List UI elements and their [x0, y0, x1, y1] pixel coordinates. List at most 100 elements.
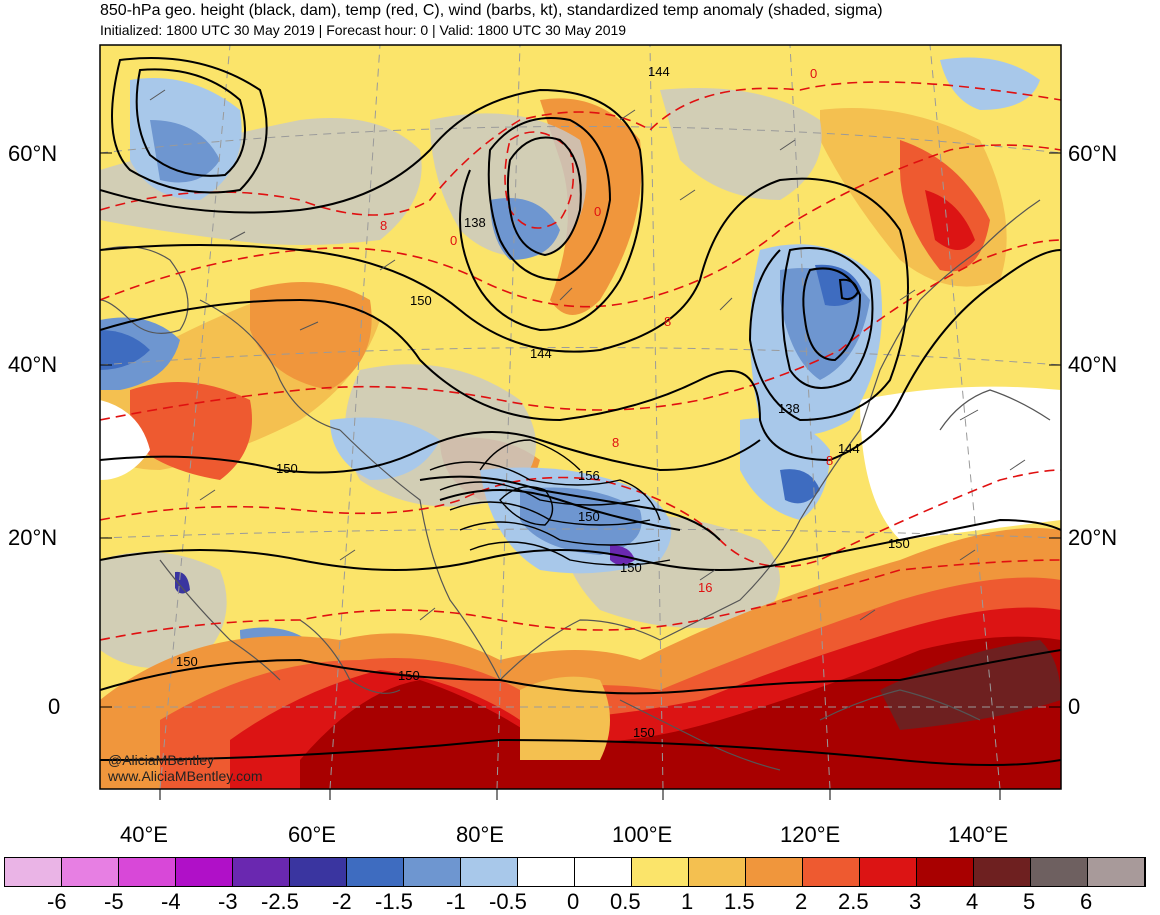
colorbar-label: 1.5	[724, 889, 755, 914]
lon-label-60e: 60°E	[288, 822, 336, 847]
anomaly-warm-area	[130, 382, 252, 480]
temp-label: 8	[826, 453, 833, 468]
colorbar-swatch	[860, 858, 917, 886]
anomaly-cold-area	[330, 417, 440, 480]
height-labels: 144 138 150 144 150 144 138 150 156 150 …	[176, 64, 910, 740]
colorbar-swatch	[119, 858, 176, 886]
colorbar-swatch	[1088, 858, 1145, 886]
colorbar-label: 2	[795, 889, 808, 914]
lon-label-80e: 80°E	[456, 822, 504, 847]
colorbar-swatch	[461, 858, 518, 886]
lat-label-60n-right: 60°N	[1068, 141, 1118, 166]
anomaly-neutral-area	[860, 386, 1061, 540]
colorbar-swatch	[176, 858, 233, 886]
credit-website: www.AliciaMBentley.com	[108, 768, 263, 784]
anomaly-warm-area	[925, 190, 975, 250]
lon-label-140e: 140°E	[948, 822, 1009, 847]
map-subtitle: Initialized: 1800 UTC 30 May 2019 | Fore…	[100, 22, 627, 38]
map-area	[100, 45, 1061, 789]
temp-label: 0	[594, 204, 601, 219]
height-label: 150	[398, 668, 420, 683]
coastlines	[100, 199, 1051, 771]
temp-labels: 0 8 0 0 8 8 16 8	[380, 66, 833, 595]
colorbar-label: 0	[567, 889, 580, 914]
colorbar-swatch	[803, 858, 860, 886]
anomaly-cold-area	[780, 469, 820, 504]
anomaly-warm-area	[250, 282, 372, 390]
axis-ticks	[100, 152, 1061, 800]
colorbar-swatch	[632, 858, 689, 886]
height-label: 150	[276, 461, 298, 476]
colorbar-swatch	[689, 858, 746, 886]
temp-label: 16	[698, 580, 712, 595]
colorbar-label: -5	[104, 889, 124, 914]
colorbar-swatch	[404, 858, 461, 886]
colorbar-label: 0.5	[610, 889, 641, 914]
height-label: 150	[410, 293, 432, 308]
colorbar-label: 4	[966, 889, 979, 914]
colorbar-label: 2.5	[838, 889, 869, 914]
colorbar-label: 5	[1023, 889, 1036, 914]
colorbar-swatch	[974, 858, 1031, 886]
colorbar-swatch	[917, 858, 974, 886]
anomaly-neutral-area	[660, 88, 822, 200]
graticule	[100, 45, 1061, 789]
temperature-contours	[100, 81, 1061, 641]
lon-label-100e: 100°E	[612, 822, 673, 847]
anomaly-cold-area	[610, 545, 635, 565]
temp-label: 8	[612, 435, 619, 450]
lat-label-20n-left: 20°N	[8, 525, 58, 550]
wind-barbs	[149, 89, 1026, 621]
colorbar-swatch	[5, 858, 62, 886]
colorbar-label: 6	[1080, 889, 1093, 914]
lat-label-40n-left: 40°N	[8, 352, 58, 377]
colorbar-label: -6	[47, 889, 67, 914]
lat-label-40n-right: 40°N	[1068, 352, 1118, 377]
height-label: 150	[620, 560, 642, 575]
colorbar-swatch	[575, 858, 632, 886]
height-label: 144	[530, 346, 552, 361]
height-label: 144	[648, 64, 670, 79]
colorbar-label: -4	[161, 889, 181, 914]
colorbar-swatch	[1031, 858, 1088, 886]
height-label: 138	[464, 215, 486, 230]
credit-handle: @AliciaMBentley	[108, 752, 215, 768]
colorbar-swatch	[290, 858, 347, 886]
temp-label: 0	[450, 233, 457, 248]
height-label: 150	[888, 536, 910, 551]
colorbar-label: 3	[909, 889, 922, 914]
lat-label-60n-left: 60°N	[8, 141, 58, 166]
lon-label-40e: 40°E	[120, 822, 168, 847]
colorbar-swatch	[233, 858, 290, 886]
temp-label: 0	[810, 66, 817, 81]
anomaly-cold-area	[490, 198, 560, 260]
colorbar-label: -2.5	[261, 889, 299, 914]
anomaly-warm-area	[520, 676, 610, 760]
colorbar-swatch	[347, 858, 404, 886]
colorbar-swatch	[746, 858, 803, 886]
lat-label-20n-right: 20°N	[1068, 525, 1118, 550]
lat-label-0-right: 0	[1068, 694, 1081, 719]
temp-label: 8	[664, 314, 671, 329]
anomaly-cold-area	[100, 330, 150, 370]
anomaly-neutral-area	[100, 552, 227, 668]
height-label: 150	[578, 509, 600, 524]
height-label: 150	[633, 725, 655, 740]
anomaly-cold-area	[940, 57, 1040, 110]
colorbar-label: -1.5	[375, 889, 413, 914]
colorbar-label: -1	[446, 889, 466, 914]
map-title: 850-hPa geo. height (black, dam), temp (…	[100, 2, 883, 19]
colorbar-label: -0.5	[489, 889, 527, 914]
height-contours	[100, 57, 1061, 766]
anomaly-neutral-area	[100, 400, 150, 480]
colorbar-swatch	[62, 858, 119, 886]
height-label: 144	[838, 441, 860, 456]
colorbar-label: 1	[681, 889, 694, 914]
colorbar-label: -3	[218, 889, 238, 914]
lon-label-120e: 120°E	[780, 822, 841, 847]
temp-label: 8	[380, 218, 387, 233]
height-label: 156	[578, 468, 600, 483]
height-label: 150	[176, 654, 198, 669]
terrain-contours	[429, 439, 671, 566]
